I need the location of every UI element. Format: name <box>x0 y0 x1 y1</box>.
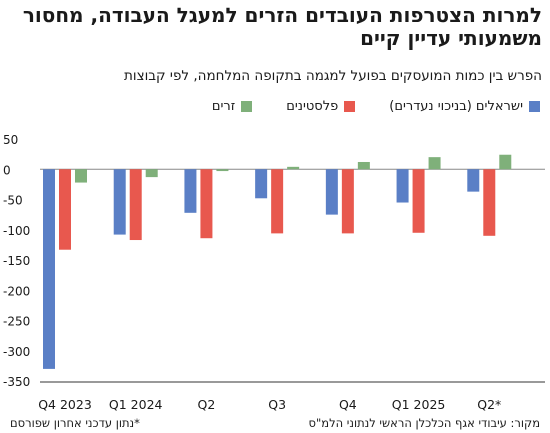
legend-label-israelis: ישראלים (בניכוי נעדרים) <box>389 99 523 114</box>
bar-foreign <box>145 169 158 178</box>
y-tick-label: -350 <box>3 375 30 389</box>
legend-swatch-israelis <box>529 101 540 112</box>
chart-subtitle: הפרש בין כמות המועסקים בפועל למגמה בתקופ… <box>124 68 542 84</box>
legend-item-palestinians: פלסטינים <box>286 99 356 114</box>
legend-label-palestinians: פלסטינים <box>286 99 339 114</box>
chart-title: למרות הצטרפות העובדים הזרים למעגל העבודה… <box>22 3 542 50</box>
bar-palestinians <box>483 169 496 236</box>
bar-palestinians <box>59 169 71 250</box>
footnote: *נתון עדכני אחרון שפורסם <box>10 416 140 430</box>
x-tick-label: Q1 2025 <box>392 397 446 412</box>
y-tick-label: 0 <box>3 163 11 177</box>
y-tick-label: 50 <box>3 133 18 147</box>
bar-palestinians <box>341 169 354 234</box>
x-tick-label: Q4 2023 <box>38 397 92 412</box>
bar-israelis <box>43 169 55 369</box>
bar-foreign <box>499 154 512 170</box>
legend-swatch-palestinians <box>344 101 356 112</box>
bar-palestinians <box>412 169 425 233</box>
bar-foreign <box>357 161 370 170</box>
y-tick-label: -300 <box>3 345 30 359</box>
bar-israelis <box>113 169 126 235</box>
bar-palestinians <box>271 169 284 234</box>
bar-palestinians <box>200 169 213 239</box>
x-tick-label: Q3 <box>268 397 286 412</box>
x-tick-label: Q4 <box>339 397 357 412</box>
y-tick-label: -250 <box>3 315 30 329</box>
bar-israelis <box>255 169 268 199</box>
legend-swatch-foreign <box>241 101 253 112</box>
bar-israelis <box>396 169 409 203</box>
y-tick-label: -150 <box>3 254 30 268</box>
bar-foreign <box>287 166 300 170</box>
bar-foreign <box>216 169 229 172</box>
y-tick-label: -100 <box>3 224 30 238</box>
legend-item-israelis: ישראלים (בניכוי נעדרים) <box>389 99 540 114</box>
bar-israelis <box>467 169 480 192</box>
x-tick-label: Q1 2024 <box>109 397 163 412</box>
y-tick-label: -50 <box>3 194 23 208</box>
legend-label-foreign: זרים <box>211 99 236 114</box>
x-tick-label: Q2* <box>477 397 501 412</box>
y-tick-label: -200 <box>3 284 30 298</box>
legend-item-foreign: זרים <box>211 99 253 114</box>
x-tick-label: Q2 <box>198 397 216 412</box>
bar-foreign <box>428 157 441 170</box>
bar-israelis <box>184 169 197 213</box>
source-note: מקור: עיבודי אגף הכלכלן הראשי לנתוני הלמ… <box>308 416 541 430</box>
bar-israelis <box>325 169 338 215</box>
chart-legend: ישראלים (בניכוי נעדרים) פלסטינים זרים <box>212 99 540 114</box>
bar-palestinians <box>129 169 142 241</box>
bar-foreign <box>75 169 87 183</box>
